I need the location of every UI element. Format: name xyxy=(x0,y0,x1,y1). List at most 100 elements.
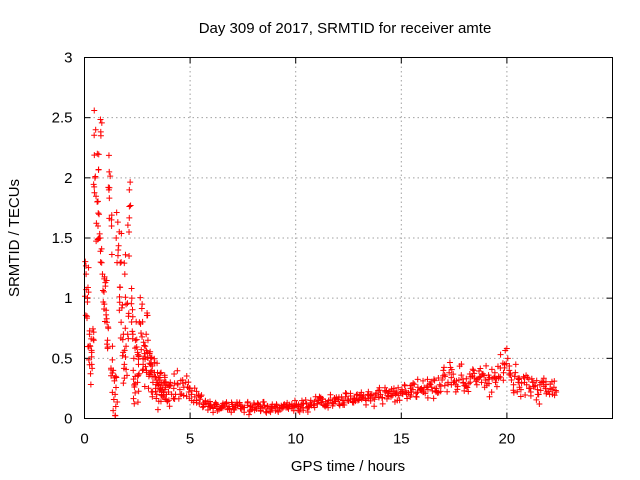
data-point xyxy=(520,373,527,380)
data-point xyxy=(424,394,431,401)
data-point xyxy=(103,277,110,284)
data-point xyxy=(461,387,468,394)
data-point xyxy=(196,401,203,408)
data-point xyxy=(428,378,435,385)
data-point xyxy=(138,330,145,337)
data-point xyxy=(439,376,446,383)
data-point xyxy=(106,195,113,202)
data-point xyxy=(409,386,416,393)
data-point xyxy=(308,402,315,409)
data-point xyxy=(133,336,140,343)
data-point xyxy=(527,392,534,399)
data-point xyxy=(327,391,334,398)
data-point xyxy=(123,301,130,308)
data-point xyxy=(124,372,131,379)
data-point xyxy=(95,210,102,217)
data-point xyxy=(482,376,489,383)
data-point xyxy=(179,380,186,387)
data-point xyxy=(97,259,104,266)
data-point xyxy=(127,202,134,209)
data-point xyxy=(154,406,161,413)
data-point xyxy=(504,355,511,362)
data-point xyxy=(529,379,536,386)
data-point xyxy=(460,380,467,387)
data-point xyxy=(113,209,120,216)
data-point xyxy=(493,383,500,390)
data-point xyxy=(122,354,129,361)
data-point xyxy=(230,405,237,412)
data-point xyxy=(300,400,307,407)
x-tick-label: 5 xyxy=(186,431,194,448)
data-point xyxy=(514,388,521,395)
data-point xyxy=(463,383,470,390)
data-point xyxy=(128,300,135,307)
data-point xyxy=(390,385,397,392)
data-point xyxy=(244,399,251,406)
data-point xyxy=(440,367,447,374)
data-point xyxy=(503,360,510,367)
data-point xyxy=(108,222,115,229)
data-point xyxy=(414,389,421,396)
data-point xyxy=(214,401,221,408)
data-point xyxy=(130,367,137,374)
data-point xyxy=(437,388,444,395)
data-point xyxy=(174,380,181,387)
data-point xyxy=(510,387,517,394)
data-point xyxy=(362,396,369,403)
data-point xyxy=(87,381,94,388)
data-point xyxy=(523,381,530,388)
x-axis-title: GPS time / hours xyxy=(291,458,405,475)
data-point xyxy=(101,288,108,295)
data-point xyxy=(156,374,163,381)
data-point xyxy=(387,393,394,400)
data-point xyxy=(141,383,148,390)
x-tick-label: 0 xyxy=(80,431,88,448)
data-point xyxy=(470,367,477,374)
data-point xyxy=(158,369,165,376)
data-point xyxy=(199,404,206,411)
data-point xyxy=(140,339,147,346)
data-point xyxy=(144,337,151,344)
data-point xyxy=(110,396,117,403)
data-point xyxy=(291,397,298,404)
data-point xyxy=(110,367,117,374)
data-point xyxy=(458,361,465,368)
data-point xyxy=(141,350,148,357)
data-point xyxy=(371,403,378,410)
data-point xyxy=(485,380,492,387)
data-point xyxy=(103,311,110,318)
data-point xyxy=(497,374,504,381)
data-point xyxy=(104,345,111,352)
data-point xyxy=(503,345,510,352)
data-point xyxy=(522,391,529,398)
data-point xyxy=(147,368,154,375)
data-point xyxy=(376,387,383,394)
data-point xyxy=(91,132,98,139)
data-point xyxy=(151,355,158,362)
data-point xyxy=(260,399,267,406)
data-point xyxy=(236,399,243,406)
data-point xyxy=(465,380,472,387)
data-point xyxy=(396,397,403,404)
data-point xyxy=(540,375,547,382)
data-point xyxy=(134,379,141,386)
data-point xyxy=(395,392,402,399)
data-point xyxy=(511,373,518,380)
data-point xyxy=(446,359,453,366)
data-point xyxy=(267,409,274,416)
data-point xyxy=(89,365,96,372)
data-point xyxy=(153,395,160,402)
data-point xyxy=(122,325,129,332)
data-point xyxy=(497,351,504,358)
data-point xyxy=(145,385,152,392)
data-point xyxy=(96,211,103,218)
data-point xyxy=(375,387,382,394)
data-point xyxy=(352,398,359,405)
data-point xyxy=(170,395,177,402)
data-point xyxy=(126,214,133,221)
data-point xyxy=(441,382,448,389)
data-point xyxy=(360,392,367,399)
data-point xyxy=(89,325,96,332)
data-point xyxy=(84,284,91,291)
data-point xyxy=(94,150,101,157)
